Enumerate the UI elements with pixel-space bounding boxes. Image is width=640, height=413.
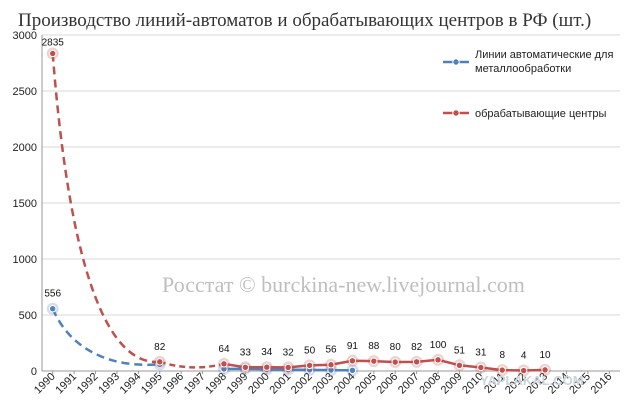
series-red-data-label: 10 <box>540 350 552 361</box>
legend: Линии автоматические для металлообработки… <box>443 49 613 120</box>
series-red-point <box>348 357 357 365</box>
series-red-data-label: 34 <box>261 347 273 358</box>
series-red-point <box>498 366 506 374</box>
watermark-yaplakal: YAPLAKAL.COM <box>480 373 584 388</box>
x-tick-label: 2008 <box>417 371 443 397</box>
grid <box>42 34 620 372</box>
x-tick-label: 2009 <box>439 371 465 397</box>
legend-red-label: обрабатывающие центры <box>475 108 607 120</box>
series-red-point <box>284 363 292 372</box>
series-red-data-label: 88 <box>368 341 380 352</box>
x-tick-label: 1994 <box>118 371 144 397</box>
y-tick-label: 1000 <box>13 254 37 266</box>
series-red-data-label: 33 <box>240 347 252 358</box>
x-tick-label: 1993 <box>96 371 122 397</box>
x-tick-label: 2005 <box>353 371 379 397</box>
series-red-point <box>156 358 164 366</box>
series-red-point <box>477 363 485 372</box>
series-red-data-label: 82 <box>411 342 423 353</box>
series-blue-point <box>348 366 357 375</box>
series-red-data-label: 50 <box>304 345 316 356</box>
series-red-point <box>263 363 271 371</box>
series-red-gap-segment <box>159 360 225 369</box>
series-red-point <box>391 358 399 366</box>
x-tick-label: 1991 <box>53 371 79 397</box>
y-tick-label: 0 <box>31 366 37 378</box>
series-red-point <box>455 361 464 369</box>
x-tick-label: 1996 <box>160 371 186 397</box>
series-red-point <box>220 360 228 368</box>
legend-red-swatch-marker <box>452 109 460 117</box>
series-red-data-label: 64 <box>218 344 230 355</box>
series-red-data-label: 8 <box>499 350 505 361</box>
x-tick-label: 2006 <box>375 371 401 397</box>
x-tick-label: 1995 <box>139 371 165 397</box>
series-red-data-label: 32 <box>283 347 295 358</box>
y-tick-label: 500 <box>19 310 37 322</box>
y-tick-label: 2500 <box>13 86 37 98</box>
series-red-point <box>412 358 421 366</box>
series-red-data-label: 80 <box>390 342 402 353</box>
series-red-data-label: 56 <box>325 345 337 356</box>
legend-blue-swatch-marker <box>452 58 460 66</box>
series-blue-point <box>49 305 57 313</box>
series-red-point <box>305 361 314 370</box>
series-red-data-label: 51 <box>454 345 466 356</box>
y-tick-label: 1500 <box>13 198 37 210</box>
x-tick-label: 1992 <box>75 371 101 397</box>
series-red-data-label: 91 <box>347 341 359 352</box>
series-red-point <box>541 366 549 374</box>
series-red-point <box>519 366 528 375</box>
series-blue-data-label: 556 <box>44 289 61 300</box>
series-red-data-label: 4 <box>521 351 527 362</box>
series-red-point <box>434 356 442 364</box>
series-red-data-label: 2835 <box>42 37 65 48</box>
series-red-point <box>241 363 250 372</box>
series-red-point <box>327 361 335 369</box>
x-tick-label: 2016 <box>589 371 615 397</box>
series-red-data-label: 82 <box>154 342 166 353</box>
series-red-point <box>49 49 57 58</box>
y-tick-label: 2000 <box>13 142 37 154</box>
series-red-point <box>370 357 378 365</box>
series-red-line <box>223 358 546 372</box>
y-axis: 0 500 1000 1500 2000 2500 3000 <box>13 30 43 378</box>
y-tick-label: 3000 <box>13 30 37 42</box>
chart-title: Производство линий-автоматов и обрабатыв… <box>18 10 591 31</box>
plot-area: 556 2835 82 64 33 34 32 50 56 91 88 80 82 100 51 31 8 4 10 <box>42 37 552 377</box>
watermark-rosstat: Росстат © burckina-new.livejournal.com <box>162 272 525 297</box>
x-tick-label: 2007 <box>396 371 422 397</box>
x-tick-label: 1997 <box>182 371 208 397</box>
series-red-data-label: 100 <box>430 340 447 351</box>
series-red-dashed-segment <box>51 53 160 364</box>
series-red-data-label: 31 <box>475 348 487 359</box>
series-blue-dashed-segment <box>51 308 160 367</box>
legend-blue-label: Линии автоматические для металлообработки <box>475 49 613 75</box>
